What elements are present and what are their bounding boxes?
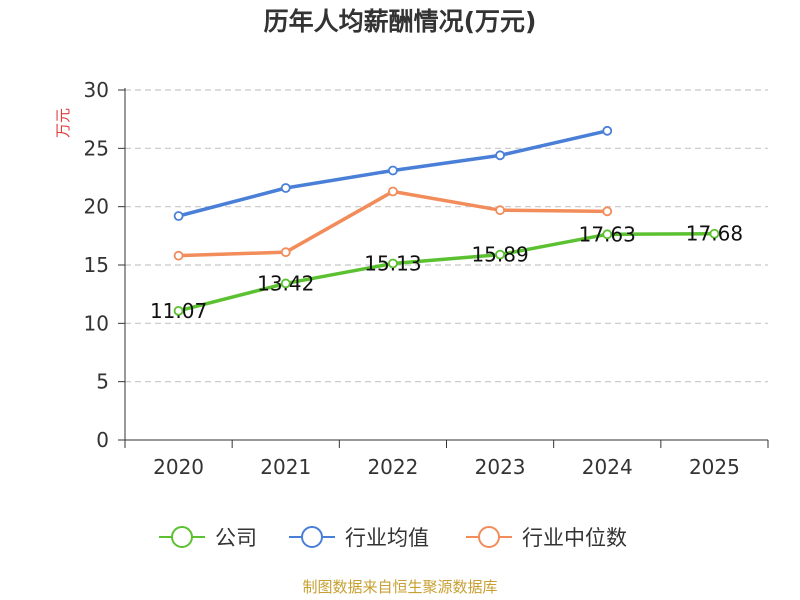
y-tick-label: 5 [96, 370, 109, 394]
legend-company-icon [159, 526, 205, 548]
y-tick-label: 25 [84, 136, 109, 160]
data-label: 11.07 [150, 299, 207, 323]
legend-industry-median-icon [466, 526, 512, 548]
x-tick-label: 2023 [475, 455, 526, 479]
data-point [602, 206, 613, 217]
series-layer [173, 125, 720, 316]
legend-industry-median-label: 行业中位数 [522, 526, 627, 550]
data-label: 17.63 [579, 222, 636, 246]
data-point [602, 125, 613, 136]
data-point [495, 150, 505, 161]
grid-lines [125, 89, 768, 383]
data-point [495, 249, 505, 260]
data-point [602, 229, 613, 240]
y-tick-label: 30 [84, 78, 109, 102]
legend-item-industry-median[interactable]: 行业中位数 [464, 521, 627, 553]
data-point [709, 228, 720, 239]
chart-title: 历年人均薪酬情况(万元) [263, 7, 537, 36]
data-point [173, 211, 184, 221]
legend-item-industry-mean[interactable]: 行业均值 [287, 521, 429, 553]
legend-industry-mean-label: 行业均值 [345, 526, 429, 550]
data-point [173, 305, 184, 316]
data-label: 13.42 [257, 271, 314, 295]
x-tick-label: 2021 [260, 455, 311, 479]
data-label: 17.68 [686, 222, 743, 246]
legend-industry-mean-icon [289, 526, 335, 548]
data-point [388, 165, 398, 176]
x-tick-label: 2020 [153, 455, 204, 479]
x-tick-label: 2025 [689, 455, 740, 479]
data-labels: 11.07 13.42 15.13 15.89 17.63 17.68 [150, 222, 743, 323]
x-tick-label: 2024 [582, 455, 633, 479]
data-label: 15.13 [364, 251, 421, 275]
data-point [173, 250, 184, 261]
y-tick-label: 10 [84, 311, 109, 335]
y-axis-title: 万元 [54, 108, 72, 138]
data-point [388, 186, 398, 197]
y-tick-label: 20 [84, 195, 109, 219]
source-note: 制图数据来自恒生聚源数据库 [302, 578, 498, 596]
legend-company-label: 公司 [215, 526, 257, 550]
data-point [388, 258, 398, 269]
y-tick-label: 0 [96, 428, 109, 452]
data-point [280, 278, 291, 289]
data-point [495, 205, 505, 216]
x-tick-label: 2022 [367, 455, 418, 479]
data-point [280, 247, 291, 258]
y-tick-label: 15 [84, 253, 109, 277]
data-label: 15.89 [471, 243, 528, 267]
series-line-0 [178, 231, 715, 313]
legend-item-company[interactable]: 公司 [157, 521, 257, 553]
data-point [280, 183, 291, 193]
